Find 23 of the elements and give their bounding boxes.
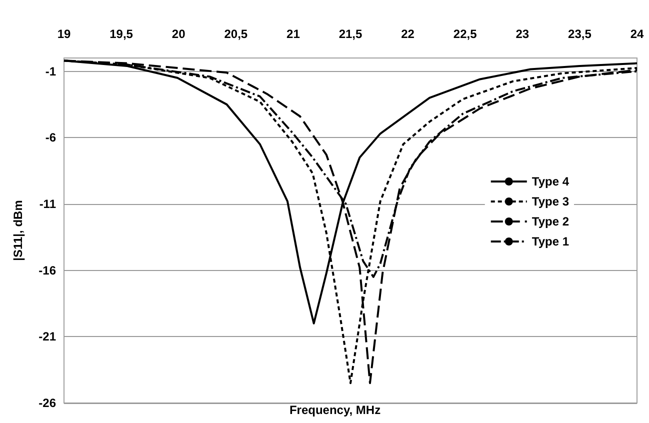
legend-label: Type 2 bbox=[532, 214, 570, 228]
legend-label: Type 4 bbox=[532, 174, 570, 188]
x-tick-label: 23 bbox=[516, 27, 530, 41]
y-tick-label: -1 bbox=[45, 64, 56, 78]
legend-label: Type 1 bbox=[532, 234, 570, 248]
x-tick-label: 20,5 bbox=[224, 27, 248, 41]
y-tick-label: -26 bbox=[38, 396, 56, 410]
x-tick-label: 23,5 bbox=[568, 27, 592, 41]
x-tick-label: 20 bbox=[172, 27, 186, 41]
y-tick-label: -11 bbox=[39, 196, 56, 211]
x-axis-title: Frequency, MHz bbox=[289, 403, 381, 417]
x-tick-label: 21,5 bbox=[338, 27, 362, 41]
y-tick-label: -16 bbox=[38, 263, 56, 278]
x-tick-label: 21 bbox=[286, 27, 300, 41]
y-tick-label: -6 bbox=[45, 130, 56, 145]
x-tick-label: 24 bbox=[630, 27, 644, 41]
y-tick-label: -21 bbox=[38, 330, 56, 344]
y-axis-title: |S11|, dBm bbox=[11, 200, 25, 261]
x-tick-label: 19,5 bbox=[110, 27, 134, 41]
x-tick-label: 22,5 bbox=[453, 27, 478, 41]
x-tick-label: 19 bbox=[57, 27, 71, 41]
legend-label: Type 3 bbox=[532, 194, 570, 208]
x-tick-label: 22 bbox=[401, 27, 415, 41]
